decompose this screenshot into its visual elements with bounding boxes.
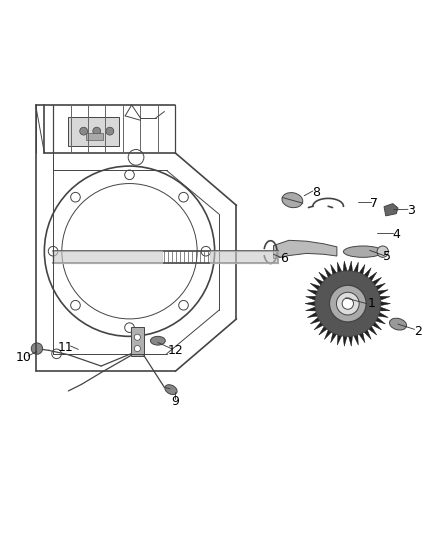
Polygon shape (364, 330, 371, 340)
Polygon shape (343, 261, 347, 271)
Circle shape (134, 345, 141, 352)
Polygon shape (354, 335, 358, 345)
Polygon shape (368, 326, 377, 335)
Bar (131, 327, 144, 356)
Polygon shape (310, 283, 320, 290)
Polygon shape (381, 302, 391, 305)
Circle shape (80, 127, 88, 135)
Text: 11: 11 (57, 341, 73, 354)
Text: 4: 4 (392, 228, 400, 241)
Polygon shape (343, 336, 347, 346)
Ellipse shape (282, 192, 303, 208)
Polygon shape (314, 322, 323, 330)
Polygon shape (372, 322, 381, 330)
Polygon shape (306, 296, 316, 300)
Polygon shape (305, 302, 315, 305)
Polygon shape (349, 336, 353, 346)
Circle shape (315, 271, 381, 336)
Polygon shape (319, 272, 327, 281)
Polygon shape (384, 204, 398, 216)
Text: 12: 12 (167, 344, 183, 357)
Text: 1: 1 (368, 297, 376, 310)
Polygon shape (306, 307, 316, 311)
Ellipse shape (343, 246, 383, 257)
Polygon shape (337, 335, 342, 345)
Polygon shape (376, 318, 385, 324)
Polygon shape (349, 261, 353, 271)
Polygon shape (319, 326, 327, 335)
Polygon shape (274, 240, 337, 259)
Polygon shape (307, 312, 318, 318)
Text: 7: 7 (370, 197, 378, 209)
Polygon shape (364, 268, 371, 277)
Polygon shape (307, 290, 318, 295)
Text: 6: 6 (280, 252, 288, 265)
Polygon shape (331, 264, 336, 274)
Polygon shape (372, 277, 381, 285)
Text: 2: 2 (414, 325, 422, 337)
Bar (86, 133, 103, 140)
Ellipse shape (150, 336, 165, 345)
Polygon shape (325, 330, 332, 340)
Polygon shape (310, 318, 320, 324)
Text: 3: 3 (407, 204, 415, 217)
Polygon shape (378, 312, 388, 318)
Polygon shape (354, 262, 358, 272)
Polygon shape (368, 272, 377, 281)
Text: 5: 5 (383, 251, 391, 263)
Polygon shape (376, 283, 385, 290)
Polygon shape (378, 290, 388, 295)
Text: 8: 8 (312, 186, 320, 199)
Bar (68, 117, 119, 147)
Circle shape (336, 292, 359, 315)
Circle shape (377, 246, 389, 257)
Circle shape (106, 127, 114, 135)
Circle shape (134, 334, 141, 340)
Polygon shape (331, 333, 336, 343)
Polygon shape (314, 277, 323, 285)
Ellipse shape (389, 318, 406, 330)
Circle shape (31, 343, 42, 354)
Circle shape (329, 285, 366, 322)
Polygon shape (337, 262, 342, 272)
Circle shape (342, 298, 353, 309)
Text: 9: 9 (171, 395, 179, 408)
Polygon shape (359, 333, 365, 343)
Text: 10: 10 (15, 351, 32, 364)
Ellipse shape (165, 385, 177, 394)
Circle shape (93, 127, 101, 135)
Polygon shape (325, 268, 332, 277)
Polygon shape (380, 307, 390, 311)
Polygon shape (380, 296, 390, 300)
Polygon shape (359, 264, 365, 274)
